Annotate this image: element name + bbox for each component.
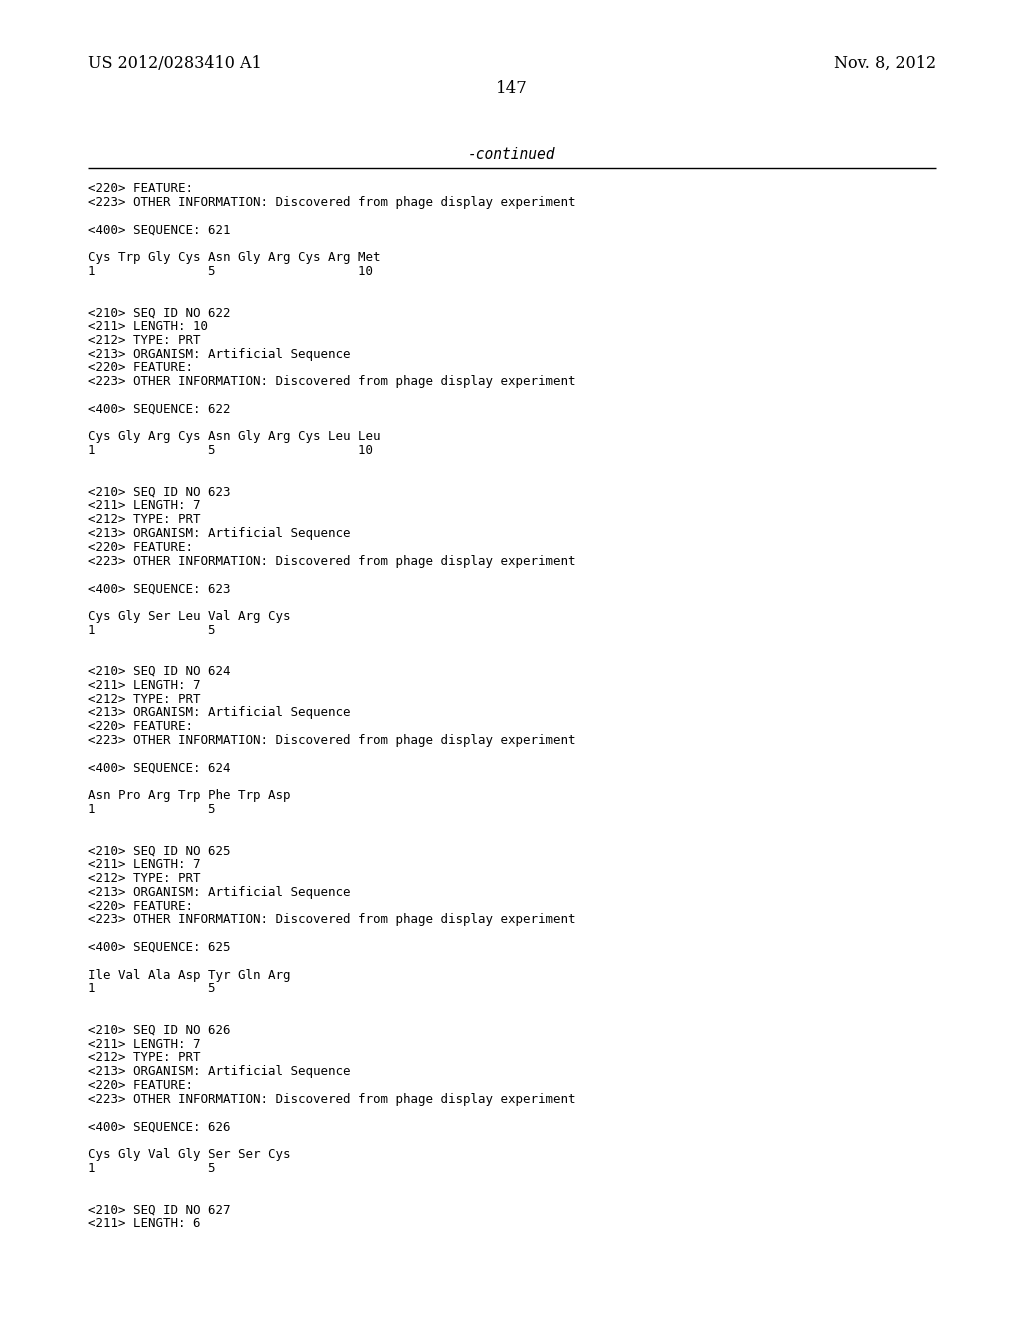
Text: <220> FEATURE:: <220> FEATURE: <box>88 721 193 733</box>
Text: <400> SEQUENCE: 623: <400> SEQUENCE: 623 <box>88 582 230 595</box>
Text: <220> FEATURE:: <220> FEATURE: <box>88 1078 193 1092</box>
Text: Asn Pro Arg Trp Phe Trp Asp: Asn Pro Arg Trp Phe Trp Asp <box>88 789 291 803</box>
Text: <400> SEQUENCE: 622: <400> SEQUENCE: 622 <box>88 403 230 416</box>
Text: Cys Gly Arg Cys Asn Gly Arg Cys Leu Leu: Cys Gly Arg Cys Asn Gly Arg Cys Leu Leu <box>88 430 381 444</box>
Text: <220> FEATURE:: <220> FEATURE: <box>88 362 193 375</box>
Text: <400> SEQUENCE: 624: <400> SEQUENCE: 624 <box>88 762 230 775</box>
Text: 1               5: 1 5 <box>88 623 215 636</box>
Text: Ile Val Ala Asp Tyr Gln Arg: Ile Val Ala Asp Tyr Gln Arg <box>88 969 291 982</box>
Text: <223> OTHER INFORMATION: Discovered from phage display experiment: <223> OTHER INFORMATION: Discovered from… <box>88 1093 575 1106</box>
Text: 1               5: 1 5 <box>88 1162 215 1175</box>
Text: <223> OTHER INFORMATION: Discovered from phage display experiment: <223> OTHER INFORMATION: Discovered from… <box>88 734 575 747</box>
Text: <213> ORGANISM: Artificial Sequence: <213> ORGANISM: Artificial Sequence <box>88 347 350 360</box>
Text: 1               5: 1 5 <box>88 982 215 995</box>
Text: Cys Gly Ser Leu Val Arg Cys: Cys Gly Ser Leu Val Arg Cys <box>88 610 291 623</box>
Text: <212> TYPE: PRT: <212> TYPE: PRT <box>88 513 201 527</box>
Text: 1               5                   10: 1 5 10 <box>88 445 373 457</box>
Text: <212> TYPE: PRT: <212> TYPE: PRT <box>88 334 201 347</box>
Text: <400> SEQUENCE: 621: <400> SEQUENCE: 621 <box>88 223 230 236</box>
Text: <213> ORGANISM: Artificial Sequence: <213> ORGANISM: Artificial Sequence <box>88 706 350 719</box>
Text: <220> FEATURE:: <220> FEATURE: <box>88 541 193 554</box>
Text: <212> TYPE: PRT: <212> TYPE: PRT <box>88 1052 201 1064</box>
Text: -continued: -continued <box>468 147 556 162</box>
Text: Cys Gly Val Gly Ser Ser Cys: Cys Gly Val Gly Ser Ser Cys <box>88 1148 291 1162</box>
Text: <210> SEQ ID NO 624: <210> SEQ ID NO 624 <box>88 665 230 678</box>
Text: Cys Trp Gly Cys Asn Gly Arg Cys Arg Met: Cys Trp Gly Cys Asn Gly Arg Cys Arg Met <box>88 251 381 264</box>
Text: 1               5: 1 5 <box>88 803 215 816</box>
Text: <223> OTHER INFORMATION: Discovered from phage display experiment: <223> OTHER INFORMATION: Discovered from… <box>88 375 575 388</box>
Text: 1               5                   10: 1 5 10 <box>88 265 373 277</box>
Text: <223> OTHER INFORMATION: Discovered from phage display experiment: <223> OTHER INFORMATION: Discovered from… <box>88 913 575 927</box>
Text: <220> FEATURE:: <220> FEATURE: <box>88 182 193 195</box>
Text: 147: 147 <box>496 81 528 96</box>
Text: <210> SEQ ID NO 627: <210> SEQ ID NO 627 <box>88 1204 230 1216</box>
Text: <213> ORGANISM: Artificial Sequence: <213> ORGANISM: Artificial Sequence <box>88 1065 350 1078</box>
Text: <400> SEQUENCE: 626: <400> SEQUENCE: 626 <box>88 1121 230 1134</box>
Text: <210> SEQ ID NO 625: <210> SEQ ID NO 625 <box>88 845 230 858</box>
Text: <210> SEQ ID NO 626: <210> SEQ ID NO 626 <box>88 1024 230 1036</box>
Text: <211> LENGTH: 7: <211> LENGTH: 7 <box>88 858 201 871</box>
Text: <211> LENGTH: 10: <211> LENGTH: 10 <box>88 319 208 333</box>
Text: <213> ORGANISM: Artificial Sequence: <213> ORGANISM: Artificial Sequence <box>88 527 350 540</box>
Text: <223> OTHER INFORMATION: Discovered from phage display experiment: <223> OTHER INFORMATION: Discovered from… <box>88 195 575 209</box>
Text: <211> LENGTH: 7: <211> LENGTH: 7 <box>88 1038 201 1051</box>
Text: <213> ORGANISM: Artificial Sequence: <213> ORGANISM: Artificial Sequence <box>88 886 350 899</box>
Text: <212> TYPE: PRT: <212> TYPE: PRT <box>88 873 201 884</box>
Text: <211> LENGTH: 6: <211> LENGTH: 6 <box>88 1217 201 1230</box>
Text: <210> SEQ ID NO 623: <210> SEQ ID NO 623 <box>88 486 230 499</box>
Text: <210> SEQ ID NO 622: <210> SEQ ID NO 622 <box>88 306 230 319</box>
Text: <223> OTHER INFORMATION: Discovered from phage display experiment: <223> OTHER INFORMATION: Discovered from… <box>88 554 575 568</box>
Text: Nov. 8, 2012: Nov. 8, 2012 <box>834 55 936 73</box>
Text: <400> SEQUENCE: 625: <400> SEQUENCE: 625 <box>88 941 230 954</box>
Text: <212> TYPE: PRT: <212> TYPE: PRT <box>88 693 201 706</box>
Text: <211> LENGTH: 7: <211> LENGTH: 7 <box>88 678 201 692</box>
Text: US 2012/0283410 A1: US 2012/0283410 A1 <box>88 55 262 73</box>
Text: <220> FEATURE:: <220> FEATURE: <box>88 900 193 912</box>
Text: <211> LENGTH: 7: <211> LENGTH: 7 <box>88 499 201 512</box>
